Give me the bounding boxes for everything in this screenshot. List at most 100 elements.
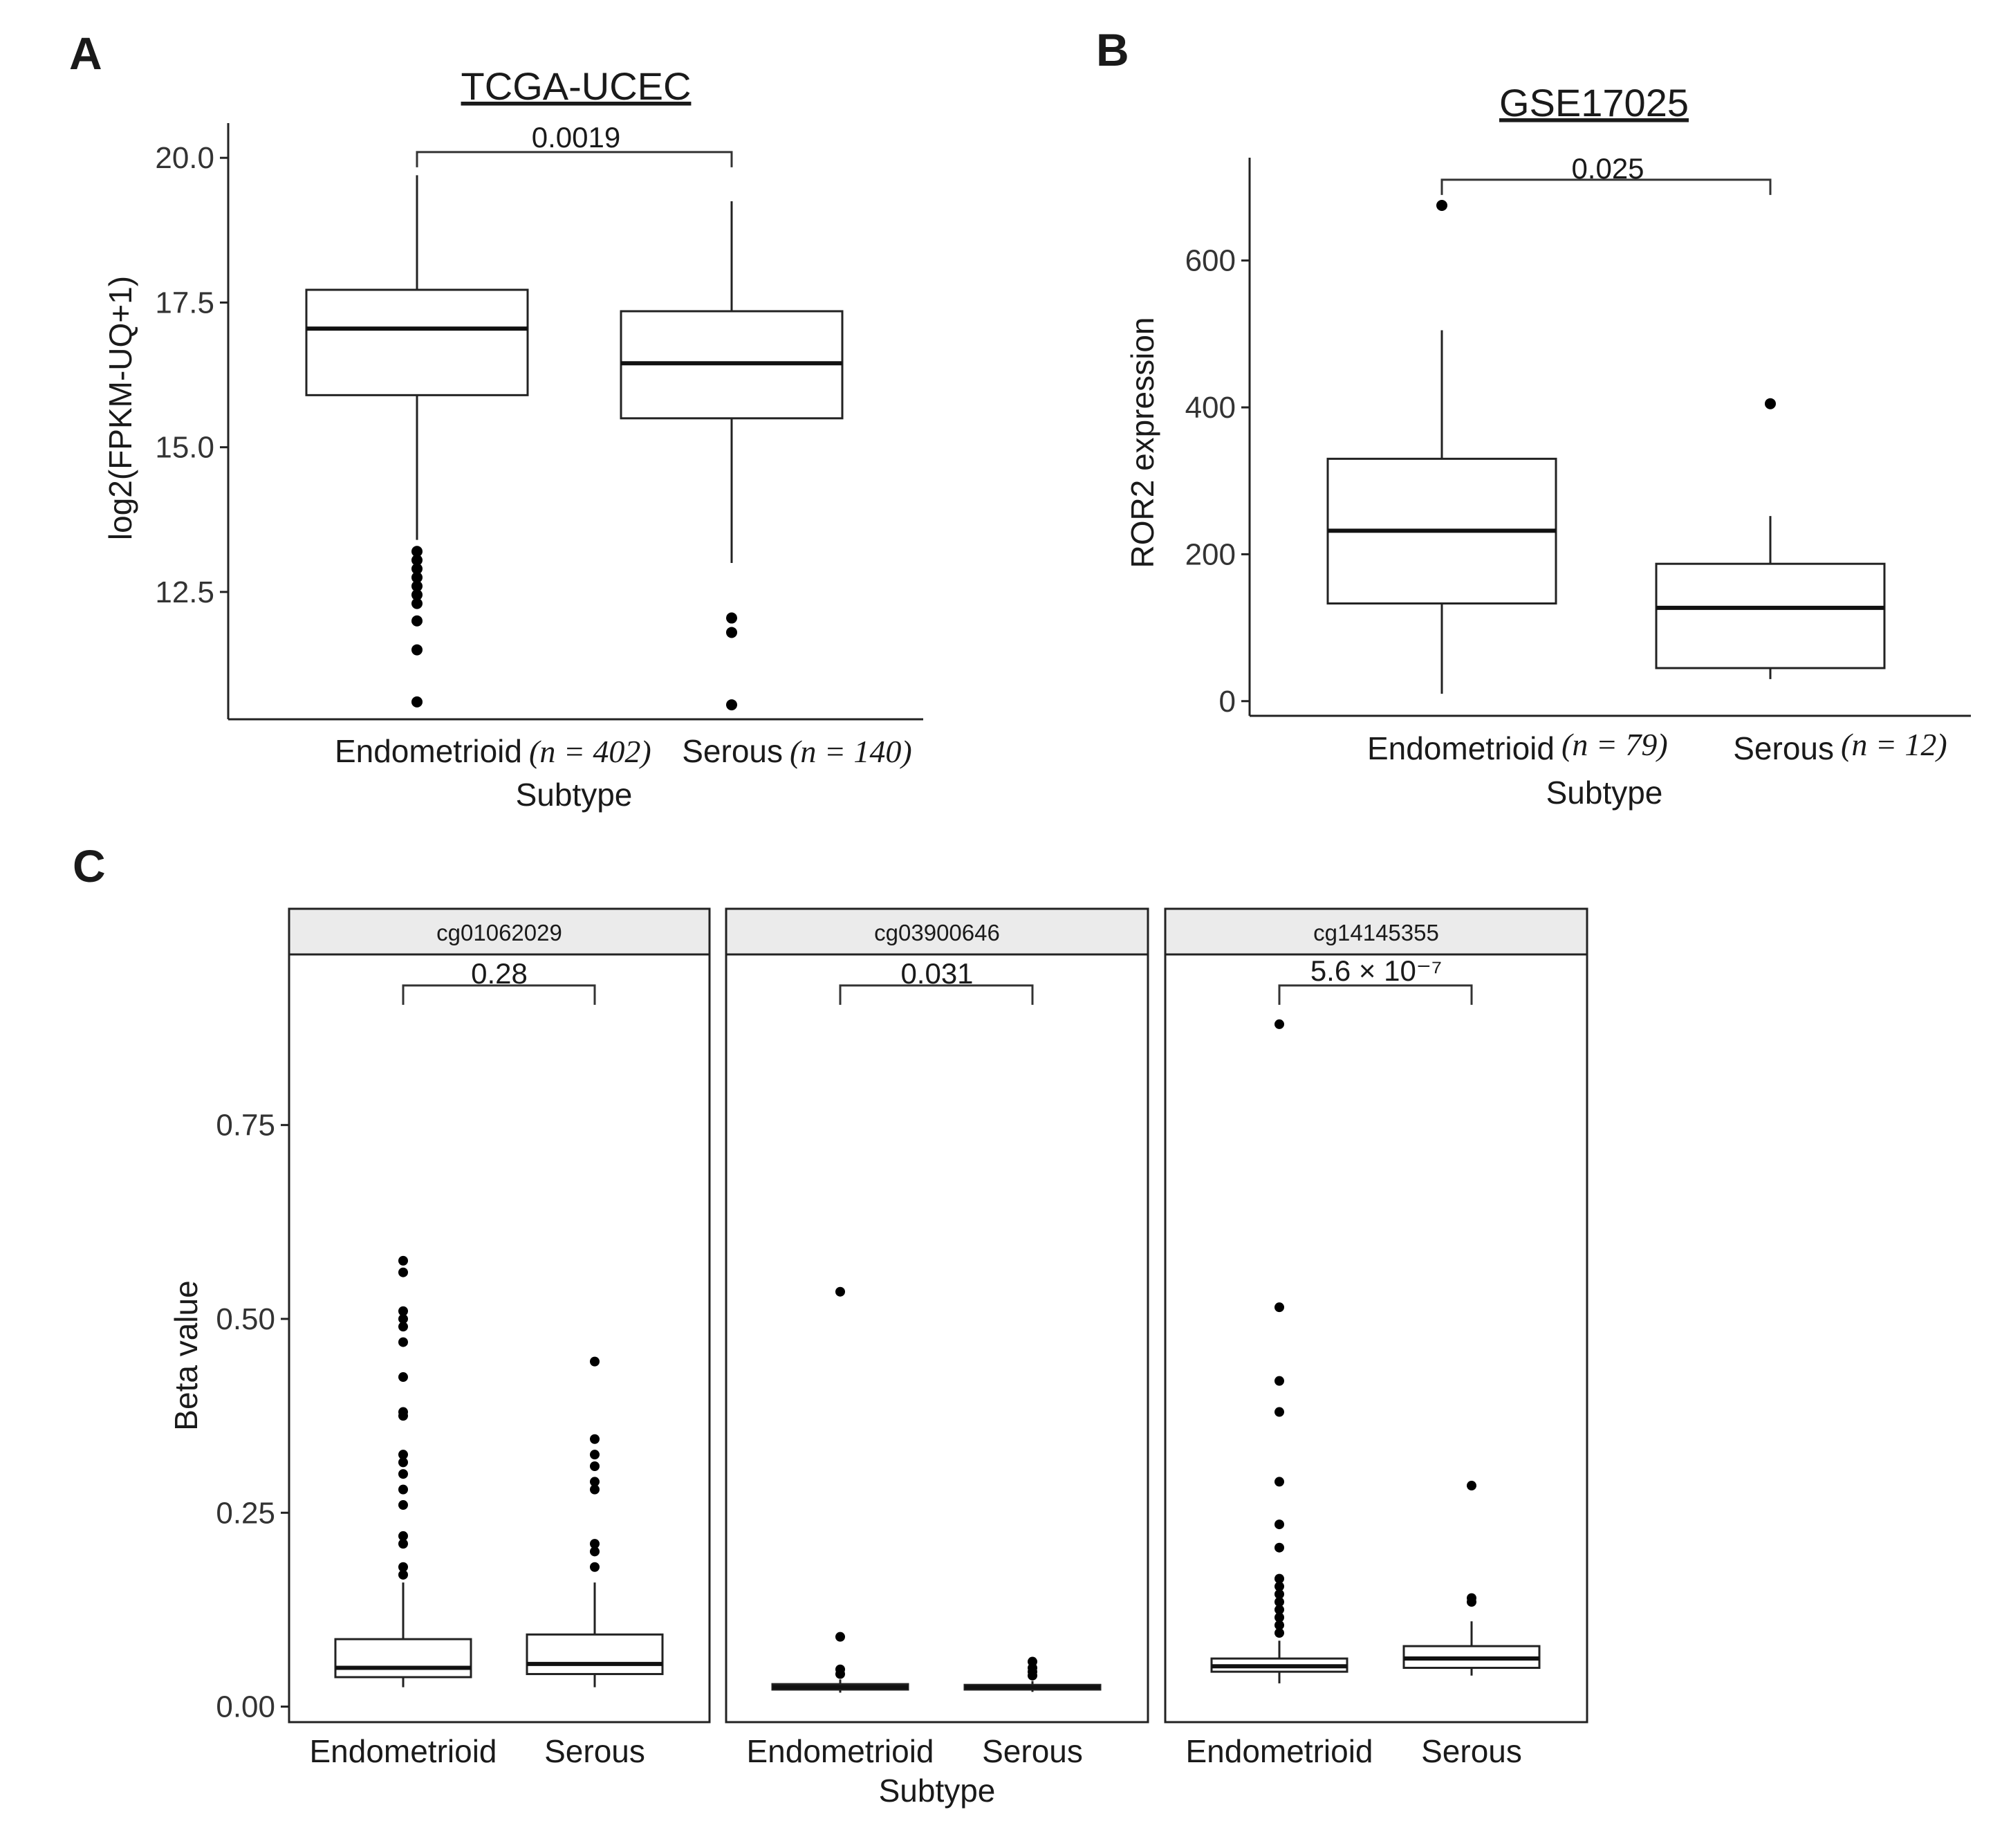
facet-cg01062029-serous-outlier bbox=[590, 1461, 600, 1471]
facet-cg14145355-endometrioid-outlier bbox=[1274, 1302, 1284, 1313]
facet-cg03900646-endometrioid-outlier bbox=[835, 1286, 845, 1297]
panel-a-endometrioid-outlier bbox=[411, 546, 423, 557]
facet-cg01062029-serous-outlier bbox=[590, 1484, 600, 1495]
facet-cg01062029-endometrioid-outlier bbox=[398, 1450, 408, 1460]
panel-a-endometrioid-outlier bbox=[411, 563, 423, 575]
panel-c-ytick-label-1: 0.25 bbox=[216, 1496, 275, 1530]
facet-cg01062029-serous-outlier bbox=[590, 1434, 600, 1444]
facet-cg01062029-endometrioid-outlier bbox=[398, 1500, 408, 1510]
panel-a-letter: A bbox=[69, 28, 102, 79]
facet-category-1: Endometrioid bbox=[1185, 1733, 1373, 1769]
facet-cg14145355-pvalue-bracket bbox=[1278, 984, 1473, 1005]
panel-a-endometrioid-outlier bbox=[411, 598, 423, 609]
facet-cg14145355-endometrioid-outlier bbox=[1274, 1628, 1284, 1638]
panel-a-plot-area bbox=[305, 151, 844, 711]
facet-cg01062029-endometrioid-outlier bbox=[398, 1267, 408, 1277]
panel-c: C 0.00 0.25 0.50 0.75 Beta value Subtype… bbox=[73, 840, 1588, 1809]
facet-cg01062029-endometrioid-outlier bbox=[398, 1562, 408, 1572]
facet-frame bbox=[1164, 953, 1588, 1724]
facet-cg01062029-endometrioid-outlier bbox=[398, 1313, 408, 1324]
facet-cg14145355-serous-outlier bbox=[1467, 1597, 1476, 1607]
facet-plot-area bbox=[771, 984, 1102, 1693]
panel-a-y-axis-title: log2(FPKM-UQ+1) bbox=[102, 276, 138, 540]
panel-a-endometrioid-outlier bbox=[411, 615, 423, 627]
panel-b-y-ticks: 0 200 400 600 bbox=[1185, 244, 1250, 719]
panel-a-title: TCGA-UCEC bbox=[461, 64, 692, 108]
facet-cg14145355-endometrioid-outlier bbox=[1274, 1407, 1284, 1417]
facet-cg01062029-endometrioid-outlier bbox=[398, 1569, 408, 1580]
facet-cg01062029-endometrioid-outlier bbox=[398, 1337, 408, 1347]
facet-cg01062029-serous-box bbox=[526, 1633, 664, 1675]
facet-cg01062029-endometrioid-outlier bbox=[398, 1372, 408, 1383]
panel-a-pvalue-bracket bbox=[416, 151, 733, 167]
facet-category-1: Endometrioid bbox=[309, 1733, 497, 1769]
panel-b-endometrioid-outlier bbox=[1436, 200, 1447, 212]
facet-frame bbox=[288, 953, 711, 1724]
facet-cg14145355-endometrioid-outlier bbox=[1274, 1605, 1284, 1615]
facet-cg03900646-serous-outlier bbox=[1028, 1670, 1037, 1681]
panel-b-category-1-name: Endometrioid bbox=[1367, 730, 1555, 766]
panel-a-endometrioid-outlier bbox=[411, 571, 423, 583]
facet-cg01062029-serous-outlier bbox=[590, 1356, 600, 1367]
facet-cg01062029-serous-outlier bbox=[590, 1546, 600, 1557]
facet-cg01062029-endometrioid-outlier bbox=[398, 1322, 408, 1332]
facet-cg01062029-serous-outlier bbox=[590, 1450, 600, 1460]
panel-a-y-ticks: 12.5 15.0 17.5 20.0 bbox=[155, 141, 228, 609]
panel-a-pvalue: 0.0019 bbox=[532, 121, 620, 154]
facet-cg14145355-endometrioid-outlier bbox=[1274, 1542, 1284, 1553]
facet-strip bbox=[1164, 907, 1588, 956]
facet-cg01062029-endometrioid-box bbox=[334, 1638, 472, 1679]
panel-a-category-1-n: (n = 402) bbox=[529, 734, 651, 769]
panel-c-x-axis-title: Subtype bbox=[879, 1773, 996, 1809]
facet-cg01062029-endometrioid-outlier bbox=[398, 1457, 408, 1468]
panel-b-y-axis-title: ROR2 expression bbox=[1124, 317, 1160, 568]
facet-cg01062029-endometrioid-outlier bbox=[398, 1411, 408, 1421]
facet-category-2: Serous bbox=[544, 1733, 645, 1769]
panel-a: A TCGA-UCEC 12.5 15.0 17.5 20.0 log2(FPK… bbox=[69, 28, 923, 813]
panel-b-category-2-n: (n = 12) bbox=[1841, 727, 1947, 762]
facet-cg01062029-serous-outlier bbox=[590, 1477, 600, 1487]
panel-b-ytick-label-1: 200 bbox=[1185, 537, 1236, 571]
facet-cg14145355-endometrioid-outlier bbox=[1274, 1519, 1284, 1530]
facet-pvalue: 0.28 bbox=[471, 957, 528, 990]
facet-cg14145355-endometrioid-outlier bbox=[1274, 1620, 1284, 1630]
panel-a-endometrioid-outlier bbox=[411, 580, 423, 592]
facet-cg03900646-pvalue-bracket bbox=[839, 984, 1034, 1005]
panel-b-serous-box bbox=[1655, 562, 1886, 669]
panel-a-category-1-name: Endometrioid bbox=[335, 733, 522, 769]
panel-a-serous-outlier bbox=[726, 699, 737, 711]
panel-a-serous-outlier bbox=[726, 627, 737, 638]
facet-category-2: Serous bbox=[982, 1733, 1083, 1769]
panel-a-endometrioid-outlier bbox=[411, 644, 423, 656]
panel-a-category-2-n: (n = 140) bbox=[790, 734, 912, 769]
facet-cg14145355-serous-outlier bbox=[1467, 1481, 1476, 1491]
panel-b-plot-area bbox=[1326, 178, 1886, 694]
facet-cg03900646-endometrioid-outlier bbox=[835, 1669, 845, 1679]
panel-c-facet-cg14145355: cg14145355 5.6 × 10⁻⁷ Endometrioid Serou… bbox=[1164, 907, 1588, 1769]
facet-cg01062029-endometrioid-outlier bbox=[398, 1539, 408, 1549]
panel-b-ytick-label-0: 0 bbox=[1219, 685, 1236, 719]
facet-cg01062029-endometrioid-outlier bbox=[398, 1469, 408, 1479]
panel-c-facet-cg01062029: cg01062029 0.28 Endometrioid Serous bbox=[288, 907, 711, 1769]
facet-cg01062029-endometrioid-outlier bbox=[398, 1531, 408, 1541]
panel-a-category-2-name: Serous bbox=[682, 733, 783, 769]
facet-cg14145355-endometrioid-outlier bbox=[1274, 1581, 1284, 1591]
panel-c-letter: C bbox=[73, 840, 106, 891]
facet-strip-label: cg14145355 bbox=[1313, 920, 1439, 945]
panel-c-facet-cg03900646: cg03900646 0.031 Endometrioid Serous bbox=[725, 907, 1149, 1769]
panel-a-endometrioid-outlier bbox=[411, 554, 423, 566]
facet-plot-area bbox=[1210, 984, 1541, 1683]
panel-a-endometrioid-outlier bbox=[411, 589, 423, 601]
panel-a-serous-outlier bbox=[726, 612, 737, 624]
facet-plot-area bbox=[334, 984, 664, 1688]
facet-cg01062029-serous-outlier bbox=[590, 1539, 600, 1549]
panel-a-ytick-label-2: 17.5 bbox=[155, 286, 214, 320]
facet-cg14145355-endometrioid-outlier bbox=[1274, 1612, 1284, 1623]
facet-strip bbox=[725, 907, 1149, 956]
panel-b-ytick-label-3: 600 bbox=[1185, 244, 1236, 278]
panel-a-ytick-label-3: 20.0 bbox=[155, 141, 214, 175]
panel-b-category-1-n: (n = 79) bbox=[1561, 727, 1668, 762]
panel-b-category-2-name: Serous bbox=[1733, 730, 1834, 766]
facet-cg14145355-endometrioid-outlier bbox=[1274, 1589, 1284, 1599]
